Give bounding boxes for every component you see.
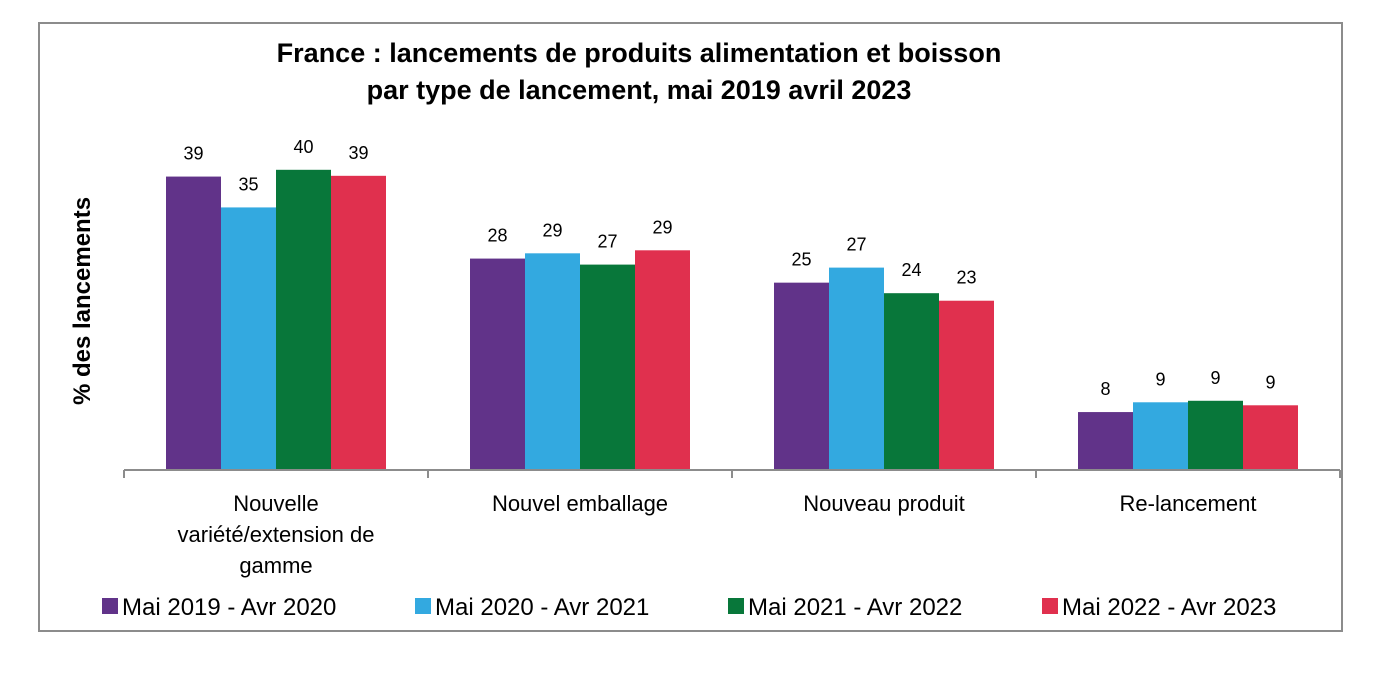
category-labels-group: Nouvelle variété/extension de gamme Nouvel … bbox=[178, 491, 1257, 578]
legend-swatch bbox=[415, 598, 431, 614]
bar bbox=[1188, 400, 1243, 470]
legend-label: Mai 2019 - Avr 2020 bbox=[122, 594, 336, 621]
legend-label: Mai 2021 - Avr 2022 bbox=[748, 594, 962, 621]
bar-value-label: 35 bbox=[238, 174, 258, 194]
bar-chart: France : lancements de produits alimenta… bbox=[69, 38, 1341, 621]
legend-label: Mai 2022 - Avr 2023 bbox=[1062, 594, 1276, 621]
bar-value-label: 9 bbox=[1210, 368, 1220, 388]
bar-value-label: 25 bbox=[791, 250, 811, 270]
legend: Mai 2019 - Avr 2020 Mai 2020 - Avr 2021 Ma… bbox=[102, 594, 1276, 621]
bar bbox=[221, 207, 276, 470]
bar-value-label: 40 bbox=[293, 137, 313, 157]
x-tick-label: Nouvel emballage bbox=[492, 491, 668, 516]
x-tick-label: Nouveau produit bbox=[803, 491, 964, 516]
bar bbox=[470, 258, 525, 470]
bar bbox=[939, 300, 994, 470]
chart-title-line-2: par type de lancement, mai 2019 avril 20… bbox=[367, 75, 912, 105]
bar bbox=[1078, 412, 1133, 470]
bar-value-label: 27 bbox=[846, 235, 866, 255]
chart-title-line-1: France : lancements de produits alimenta… bbox=[277, 38, 1002, 68]
bars-group bbox=[166, 169, 1298, 471]
bar-value-label: 24 bbox=[901, 260, 921, 280]
legend-swatch bbox=[1042, 598, 1058, 614]
bar-value-label: 8 bbox=[1100, 379, 1110, 399]
bar bbox=[525, 253, 580, 470]
bar bbox=[331, 175, 386, 471]
legend-label: Mai 2020 - Avr 2021 bbox=[435, 594, 649, 621]
bar bbox=[774, 282, 829, 470]
bar bbox=[166, 176, 221, 471]
bar bbox=[884, 293, 939, 470]
bar bbox=[1243, 405, 1298, 470]
bar-value-label: 29 bbox=[652, 217, 672, 237]
x-tick-label: gamme bbox=[239, 553, 312, 578]
bar-value-label: 23 bbox=[956, 268, 976, 288]
bar-value-label: 9 bbox=[1155, 369, 1165, 389]
legend-swatch bbox=[102, 598, 118, 614]
bar bbox=[276, 169, 331, 471]
bar-value-label: 27 bbox=[597, 232, 617, 252]
x-axis bbox=[123, 469, 1341, 478]
bar-value-label: 39 bbox=[183, 144, 203, 164]
legend-swatch bbox=[728, 598, 744, 614]
bar-value-label: 28 bbox=[487, 226, 507, 246]
bar-value-label: 9 bbox=[1265, 372, 1275, 392]
value-labels-group: 39 35 40 39 28 29 27 29 25 27 24 23 8 9 9 9 bbox=[183, 137, 1275, 399]
y-axis-label: % des lancements bbox=[69, 197, 96, 405]
bar-value-label: 39 bbox=[348, 143, 368, 163]
chart-frame: France : lancements de produits alimenta… bbox=[38, 22, 1343, 632]
chart-title: France : lancements de produits alimenta… bbox=[277, 38, 1002, 105]
x-tick-label: variété/extension de bbox=[178, 522, 375, 547]
bar bbox=[1133, 402, 1188, 470]
bar-value-label: 29 bbox=[542, 220, 562, 240]
bar bbox=[635, 250, 690, 470]
bar bbox=[829, 267, 884, 470]
bar bbox=[580, 264, 635, 470]
x-tick-label: Nouvelle bbox=[233, 491, 319, 516]
x-tick-label: Re-lancement bbox=[1120, 491, 1257, 516]
